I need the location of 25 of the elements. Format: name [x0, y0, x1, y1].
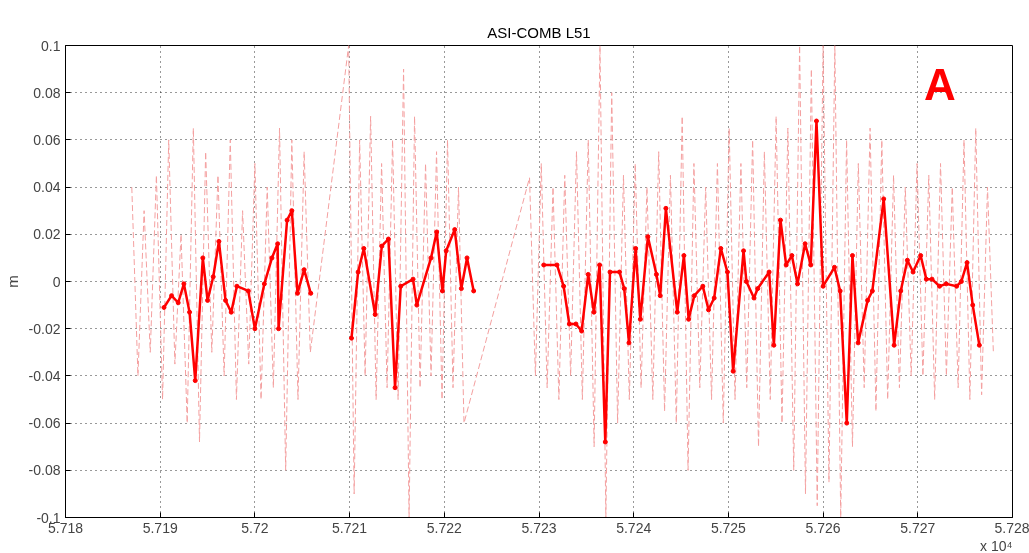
- y-tick-label: 0.04: [33, 179, 61, 196]
- chart-title: ASI-COMB L51: [487, 23, 591, 41]
- x-tick-label: 5.72: [241, 519, 269, 536]
- x-tick-label: 5.727: [900, 519, 936, 536]
- y-tick-label: -0.02: [28, 320, 61, 337]
- x-tick-label: 5.719: [142, 519, 178, 536]
- annotation: A: [923, 59, 956, 109]
- y-tick-label: -0.08: [28, 462, 61, 479]
- y-tick-label: 0.1: [41, 37, 61, 54]
- y-tick-label: 0.02: [33, 226, 61, 243]
- x-tick-label: 5.724: [616, 519, 652, 536]
- x-tick-label: 5.726: [805, 519, 841, 536]
- y-tick-label: -0.06: [28, 415, 61, 432]
- x-tick-label: 5.722: [426, 519, 463, 536]
- y-tick-label: 0.08: [33, 84, 61, 101]
- x-tick-label: 5.728: [994, 519, 1029, 536]
- x-tick-label: 5.721: [332, 519, 368, 536]
- text: x 10⁴: [980, 537, 1013, 553]
- y-tick-label: 0.06: [33, 131, 61, 148]
- y-axis-title: m: [3, 275, 21, 288]
- y-tick-label: -0.04: [28, 367, 61, 384]
- line-series: [131, 45, 994, 518]
- x-tick-label: 5.725: [710, 519, 747, 536]
- y-tick-label: 0: [52, 273, 61, 290]
- x-tick-label: 5.723: [521, 519, 557, 536]
